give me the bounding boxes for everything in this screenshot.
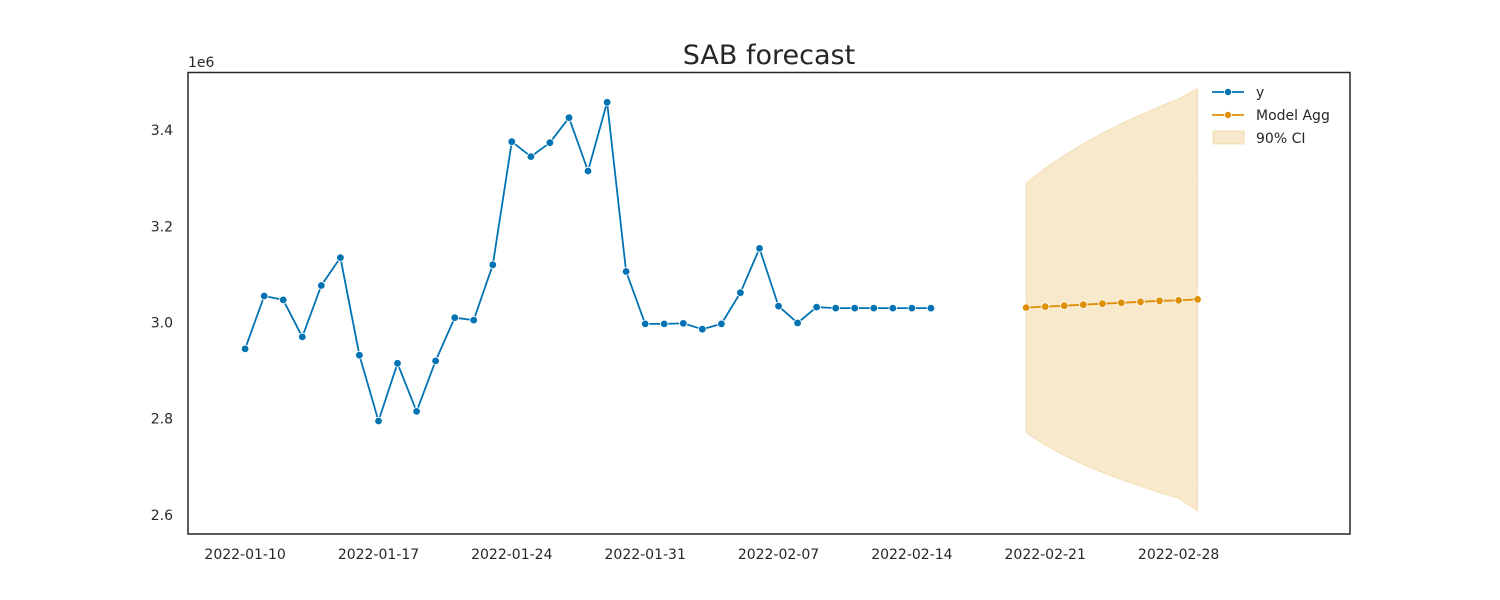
- y-tick-label: 2.6: [151, 508, 173, 524]
- point-y: [374, 416, 383, 426]
- point-y: [926, 303, 936, 313]
- point-y: [507, 137, 516, 146]
- point-model-agg: [1193, 295, 1202, 304]
- point-y: [660, 319, 669, 329]
- point-y: [298, 332, 307, 342]
- point-y: [412, 407, 421, 416]
- point-y: [317, 281, 326, 290]
- y-tick-label: 3.2: [151, 219, 173, 235]
- x-tick-label: 2022-01-10: [204, 547, 285, 563]
- y-offset-label: 1e6: [188, 55, 215, 71]
- point-model-agg: [1117, 298, 1126, 307]
- point-model-agg: [1136, 297, 1145, 306]
- point-y: [279, 295, 288, 305]
- point-y: [602, 98, 612, 107]
- x-tick-label: 2022-02-21: [1005, 547, 1086, 563]
- point-y: [793, 318, 802, 328]
- point-model-agg: [1098, 299, 1107, 308]
- point-model-agg: [1040, 302, 1050, 311]
- point-y: [240, 344, 250, 354]
- series-line-y: [244, 101, 931, 422]
- series-line-model-agg: [1026, 298, 1198, 309]
- point-y: [831, 303, 840, 313]
- point-y: [526, 152, 536, 161]
- point-y: [717, 319, 726, 329]
- point-model-agg: [1060, 301, 1069, 310]
- y-tick-label: 3.0: [151, 316, 173, 332]
- ci-band: [1025, 87, 1199, 512]
- legend-ci-swatch: [1212, 130, 1245, 145]
- legend-y-marker: [1224, 88, 1233, 97]
- y-tick-label: 3.4: [151, 123, 173, 139]
- point-y: [850, 303, 859, 313]
- point-model-agg: [1021, 303, 1031, 312]
- legend-model-agg-marker: [1224, 111, 1233, 120]
- point-y: [564, 113, 574, 122]
- point-y: [755, 244, 764, 253]
- point-y: [869, 303, 878, 313]
- point-y: [641, 319, 650, 329]
- point-y: [621, 267, 631, 276]
- point-y: [736, 288, 745, 297]
- point-y: [355, 351, 364, 360]
- legend: y Model Agg 90% CI: [1212, 85, 1330, 147]
- x-tick-label: 2022-01-31: [605, 547, 686, 563]
- point-y: [545, 138, 555, 147]
- point-y: [260, 291, 269, 301]
- point-model-agg: [1079, 300, 1088, 309]
- x-tick-label: 2022-01-17: [338, 547, 419, 563]
- y-tick-label: 2.8: [151, 412, 173, 428]
- point-y: [469, 315, 478, 325]
- plot-frame: [187, 71, 1351, 535]
- point-y: [679, 319, 688, 328]
- point-y: [488, 260, 497, 269]
- point-y: [450, 313, 459, 322]
- legend-ci-label: 90% CI: [1256, 131, 1305, 147]
- point-y: [393, 359, 402, 368]
- legend-y-label: y: [1256, 85, 1264, 101]
- point-y: [336, 253, 345, 262]
- point-y: [812, 302, 821, 312]
- chart-title: SAB forecast: [683, 40, 855, 71]
- x-tick-label: 2022-02-07: [738, 547, 819, 563]
- point-y: [431, 356, 440, 366]
- point-model-agg: [1174, 296, 1183, 305]
- x-tick-label: 2022-01-24: [471, 547, 552, 563]
- point-y: [583, 166, 593, 176]
- x-tick-label: 2022-02-28: [1138, 547, 1219, 563]
- point-y: [774, 301, 783, 311]
- legend-model-agg-label: Model Agg: [1256, 108, 1330, 124]
- point-model-agg: [1155, 296, 1164, 305]
- point-y: [698, 325, 707, 334]
- point-y: [907, 303, 917, 313]
- point-y: [888, 303, 897, 313]
- x-tick-label: 2022-02-14: [871, 547, 952, 563]
